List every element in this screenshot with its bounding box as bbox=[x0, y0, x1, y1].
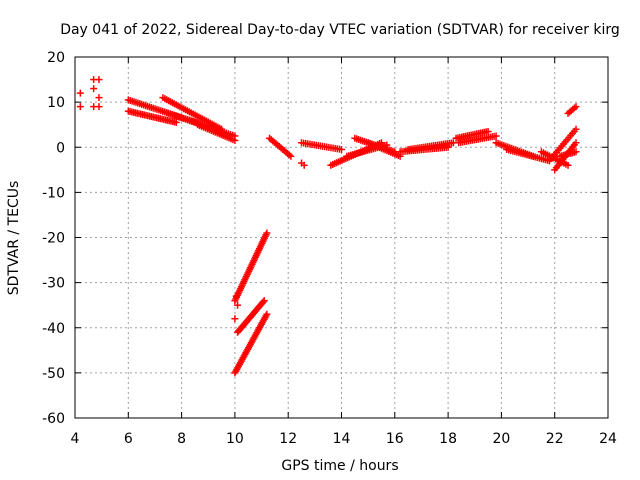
data-point bbox=[572, 148, 580, 156]
y-tick-label: -30 bbox=[42, 276, 65, 292]
y-tick-label: -50 bbox=[42, 366, 65, 382]
tick-labels: 4 6 8 10 12 14 16 18 20 22 24 -60 -50 -40 -30 -20 -10 0 10… bbox=[42, 50, 617, 447]
data-point bbox=[231, 136, 239, 144]
data-point bbox=[95, 94, 103, 102]
y-tick-label: 10 bbox=[47, 95, 65, 111]
y-tick-label: -60 bbox=[42, 411, 65, 427]
data-point bbox=[287, 152, 295, 160]
y-tick-label: -40 bbox=[42, 321, 65, 337]
x-tick-label: 6 bbox=[124, 431, 133, 447]
data-point bbox=[234, 301, 242, 309]
y-tick-label: 20 bbox=[47, 50, 65, 66]
data-point bbox=[231, 315, 239, 323]
data-point bbox=[263, 310, 271, 318]
y-tick-label: -10 bbox=[42, 185, 65, 201]
x-tick-label: 4 bbox=[71, 431, 80, 447]
data-point bbox=[76, 103, 84, 111]
data-point bbox=[90, 85, 98, 93]
data-point bbox=[492, 132, 500, 140]
axis-ticks bbox=[74, 56, 609, 419]
data-point bbox=[260, 297, 268, 305]
data-point bbox=[572, 139, 580, 147]
data-point bbox=[95, 103, 103, 111]
y-axis-label: SDTVAR / TECUs bbox=[6, 181, 22, 296]
data-point bbox=[259, 298, 267, 306]
data-point bbox=[572, 125, 580, 133]
x-tick-label: 20 bbox=[492, 431, 510, 447]
data-points bbox=[76, 76, 580, 377]
x-tick-label: 16 bbox=[386, 431, 404, 447]
data-point bbox=[172, 118, 180, 126]
x-axis-label: GPS time / hours bbox=[281, 458, 398, 474]
data-point bbox=[564, 161, 572, 169]
x-tick-label: 14 bbox=[333, 431, 351, 447]
data-point bbox=[300, 161, 308, 169]
y-tick-label: 0 bbox=[56, 140, 65, 156]
chart-title: Day 041 of 2022, Sidereal Day-to-day VTE… bbox=[60, 22, 620, 38]
data-point bbox=[572, 103, 580, 111]
data-point bbox=[232, 292, 240, 300]
x-tick-label: 8 bbox=[177, 431, 186, 447]
data-point bbox=[76, 89, 84, 97]
x-tick-label: 12 bbox=[279, 431, 297, 447]
y-tick-label: -20 bbox=[42, 231, 65, 247]
data-point bbox=[95, 76, 103, 84]
x-tick-label: 10 bbox=[226, 431, 244, 447]
data-point bbox=[484, 127, 492, 135]
x-tick-label: 22 bbox=[546, 431, 564, 447]
x-tick-label: 18 bbox=[439, 431, 457, 447]
x-tick-label: 24 bbox=[599, 431, 617, 447]
data-point bbox=[338, 146, 345, 154]
data-point bbox=[263, 229, 271, 237]
